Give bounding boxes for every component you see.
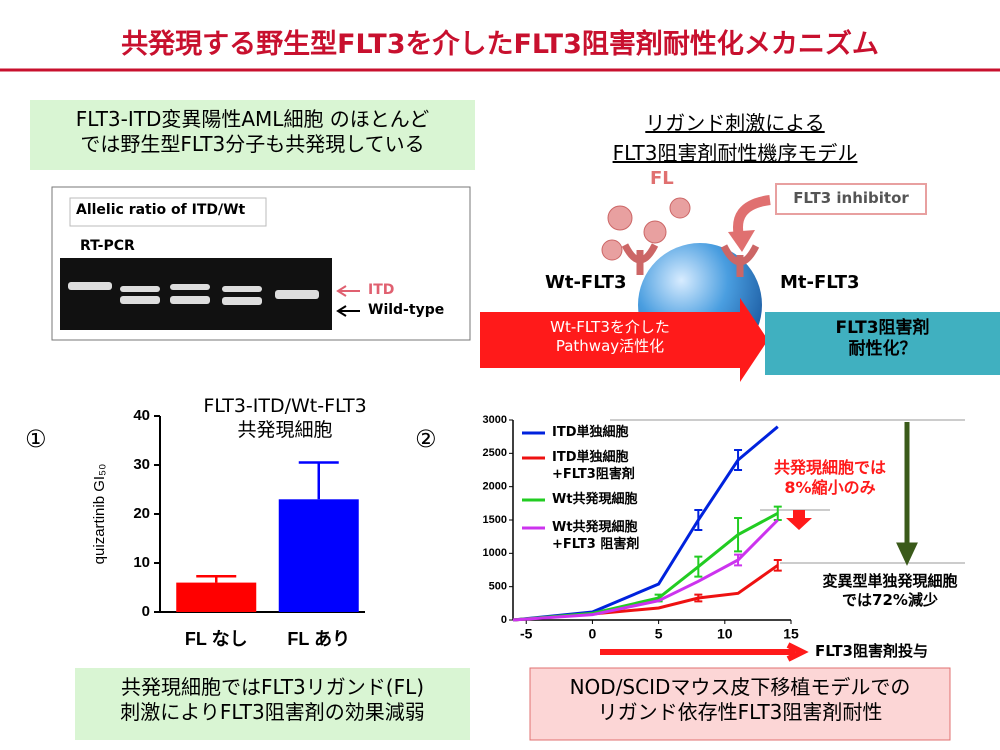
panel-label: ② (415, 425, 437, 453)
wt-arrow (336, 305, 360, 317)
error-bar (196, 574, 237, 583)
itd-arrow (336, 285, 360, 297)
wt-receptor (621, 243, 659, 275)
x-tick-label: 5 (655, 626, 663, 642)
line (512, 564, 779, 622)
panel-label: ① (25, 425, 47, 453)
itd-label: ITD (368, 282, 395, 298)
wt-label: Wild-type (368, 302, 445, 318)
bar-title: FLT3-ITD/Wt-FLT3 共発現細胞 (203, 395, 367, 441)
error-bar (734, 553, 743, 567)
error-bar (694, 509, 703, 531)
error-bar (694, 555, 703, 578)
y-tick-label: 10 (133, 554, 150, 571)
legend-label: ITD単独細胞 +FLT3阻害剤 (552, 450, 635, 482)
ligands (601, 197, 691, 261)
small-reduction-arrow (786, 510, 812, 530)
error-bar (734, 449, 743, 471)
reduction-arrow (896, 422, 918, 566)
bottom-right-text: NOD/SCIDマウス皮下移植モデルでの リガンド依存性FLT3阻害剤耐性 (569, 675, 911, 724)
error-bar (773, 559, 782, 572)
bottom-left-box (75, 668, 470, 740)
gel-method: RT-PCR (80, 238, 135, 254)
error-bar (773, 505, 782, 521)
y-tick-label: 20 (133, 505, 150, 522)
legend-label: Wt共発現細胞 +FLT3 阻害剤 (552, 520, 640, 552)
annotation: 共発現細胞では 8%縮小のみ (773, 458, 886, 497)
bottom-right-box (529, 667, 951, 741)
fl-label: FL (650, 168, 674, 189)
annotation: 変異型単独発現細胞 では72%減少 (822, 572, 958, 609)
error-bar (734, 517, 743, 553)
wt-flt3-label: Wt-FLT3 (545, 272, 627, 293)
resistance-text: FLT3阻害剤 耐性化？ (835, 318, 930, 360)
bottom-left-text: 共発現細胞ではFLT3リガンド(FL) 刺激によりFLT3阻害剤の効果減弱 (120, 675, 425, 724)
y-tick-label: 500 (489, 581, 507, 593)
slide-title: 共発現する野生型FLT3を介したFLT3阻害剤耐性化メカニズム (121, 29, 879, 60)
y-tick-label: 0 (501, 614, 507, 626)
pathway-arrow (480, 298, 768, 382)
y-tick-label: 30 (133, 456, 150, 473)
error-bar (298, 461, 339, 500)
y-tick-label: 3000 (483, 414, 507, 426)
x-tick-label: FL なし (185, 629, 248, 649)
y-tick-label: 40 (133, 407, 150, 424)
legend-label: Wt共発現細胞 (552, 492, 638, 507)
gel-title: Allelic ratio of ITD/Wt (76, 202, 246, 218)
x-tick-label: FL あり (287, 629, 350, 649)
x-tick-label: 15 (783, 626, 799, 642)
pathway-text: Wt-FLT3を介した Pathway活性化 (550, 318, 670, 355)
legend-label: ITD単独細胞 (552, 425, 629, 440)
gel-title-box (69, 197, 267, 227)
y-tick-label: 1500 (483, 514, 507, 526)
mt-receptor (720, 244, 760, 277)
y-tick-label: 0 (142, 603, 150, 620)
x-tick-label: 0 (589, 626, 597, 642)
inhibitor-arrowhead (728, 230, 755, 252)
y-tick-label: 1000 (483, 547, 507, 559)
resistance-box (765, 312, 1000, 375)
y-tick-label: 2000 (483, 481, 507, 493)
x-tick-label: 10 (717, 626, 733, 642)
green-box-text: FLT3-ITD変異陽性AML細胞 のほとんど では野生型FLT3分子も共発現し… (75, 107, 430, 156)
inhibitor-box (775, 183, 927, 215)
mt-flt3-label: Mt-FLT3 (780, 272, 860, 293)
green-box (30, 100, 475, 170)
y-tick-label: 2500 (483, 447, 507, 459)
inhibitor-label: FLT3 inhibitor (793, 189, 909, 207)
x-tick-label: -5 (520, 626, 533, 642)
annotation: FLT3阻害剤投与 (815, 642, 928, 660)
bar (278, 499, 359, 612)
bar (176, 582, 257, 612)
dosing-arrow (600, 642, 809, 662)
y-axis-label: quizartinib GI₅₀ (91, 464, 108, 565)
error-bar (694, 593, 703, 603)
model-title: リガンド刺激による FLT3阻害剤耐性機序モデル (612, 111, 858, 165)
line (512, 518, 779, 622)
gel-bands (68, 282, 319, 305)
